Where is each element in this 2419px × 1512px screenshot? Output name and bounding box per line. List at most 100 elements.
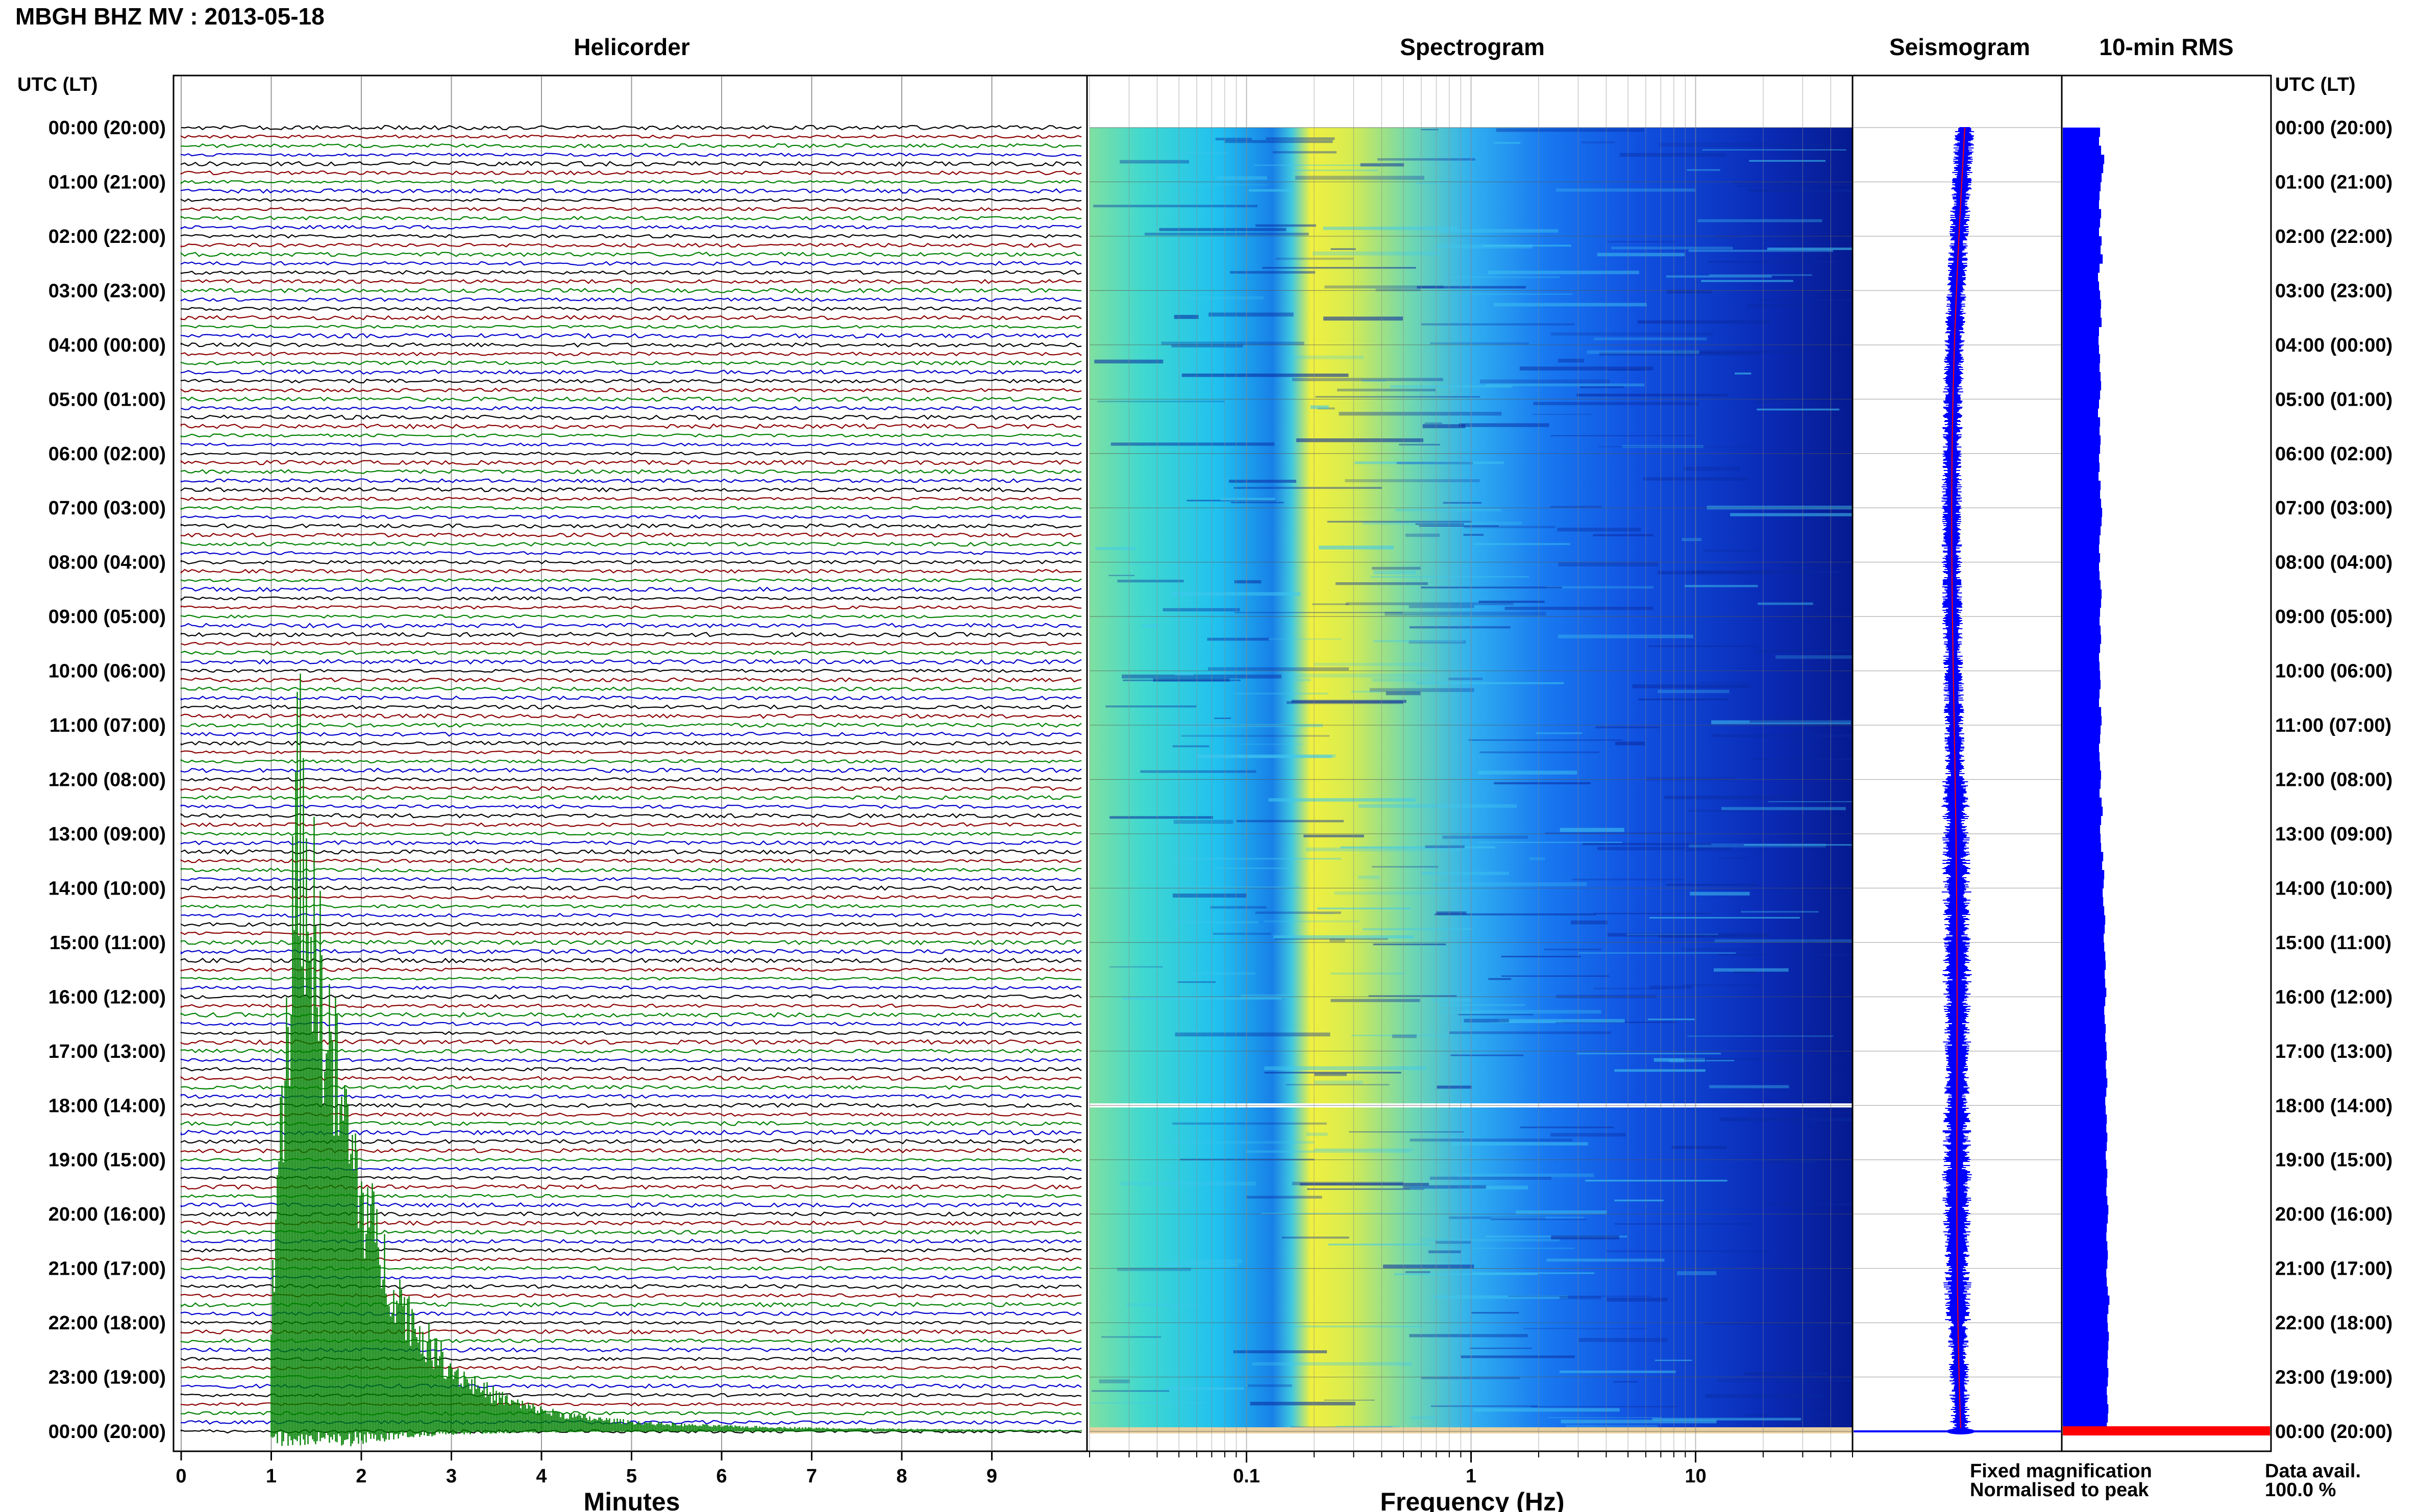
- spectrogram-texture-stripe: [1419, 525, 1499, 527]
- spectrogram-texture-stripe: [1469, 1248, 1575, 1249]
- spectrogram-texture-stripe: [1390, 385, 1513, 388]
- spectrogram-texture-stripe: [1239, 743, 1303, 745]
- spectrogram-texture-stripe: [1312, 603, 1349, 605]
- hour-label-right: 01:00 (21:00): [2275, 171, 2392, 193]
- helicorder-trace: [180, 242, 1082, 248]
- helicorder-trace: [180, 1022, 1082, 1027]
- spectrogram-texture-stripe: [1491, 1219, 1587, 1220]
- rms-bar: [2063, 571, 2100, 581]
- spectrogram-texture-stripe: [1208, 312, 1294, 317]
- spectrogram-texture-stripe: [1749, 160, 1825, 162]
- spectrogram-texture-stripe: [1233, 487, 1383, 489]
- helicorder-trace: [180, 922, 1082, 927]
- spectrogram-texture-stripe: [1515, 1210, 1607, 1214]
- rms-bar: [2063, 308, 2101, 318]
- helicorder-trace: [180, 506, 1082, 510]
- rms-bar: [2063, 1196, 2108, 1206]
- spectrogram-texture-stripe: [1689, 843, 1826, 848]
- spectrogram-texture-stripe: [1273, 935, 1414, 939]
- hour-label-left: 01:00 (21:00): [48, 171, 166, 193]
- spectrogram-texture-stripe: [1577, 952, 1736, 954]
- helicorder-trace: [180, 478, 1082, 483]
- spectrogram-texture-stripe: [1764, 716, 1800, 718]
- rms-event-bar: [2063, 1426, 2270, 1435]
- spectrogram-texture-stripe: [1268, 798, 1416, 802]
- helicorder-trace: [180, 713, 1082, 719]
- helicorder-trace: [180, 759, 1082, 764]
- spectrogram-texture-stripe: [1473, 1408, 1620, 1412]
- spectrogram-texture-stripe: [1570, 920, 1608, 925]
- spectrogram-texture-stripe: [1306, 1132, 1328, 1136]
- spectrogram-texture-stripe: [1230, 271, 1315, 274]
- rms-bar: [2063, 1223, 2107, 1233]
- spectrogram-texture-stripe: [1479, 379, 1610, 384]
- spectrogram-texture-stripe: [1687, 1035, 1834, 1037]
- spectrogram-texture-stripe: [1336, 1426, 1400, 1427]
- rms-bar: [2063, 245, 2101, 255]
- hour-label-left: 11:00 (07:00): [50, 715, 166, 736]
- spectrogram-texture-stripe: [1261, 1212, 1429, 1214]
- rms-bar: [2063, 480, 2101, 490]
- rms-bar: [2063, 643, 2101, 653]
- spectrogram-texture-stripe: [1140, 770, 1256, 773]
- spectrogram-texture-stripe: [1314, 1080, 1363, 1084]
- rms-bar: [2063, 1042, 2107, 1052]
- helicorder-trace: [180, 406, 1082, 411]
- spectrogram-texture-stripe: [1264, 1066, 1426, 1070]
- spectrogram-texture-stripe: [1677, 1271, 1717, 1275]
- spectrogram-texture-stripe: [1597, 847, 1733, 851]
- spectrogram-texture-stripe: [1551, 1235, 1619, 1240]
- rms-bar: [2063, 336, 2099, 345]
- helicorder-trace: [180, 1012, 1082, 1018]
- rms-bar: [2063, 372, 2101, 382]
- helicorder-trace: [180, 623, 1082, 629]
- hour-label-right: 00:00 (20:00): [2275, 117, 2392, 139]
- spectrogram-texture-stripe: [1196, 755, 1332, 758]
- spectrogram-texture-stripe: [1659, 142, 1825, 147]
- spectrogram-grid: [1089, 77, 1853, 1450]
- spectrogram-texture-stripe: [1421, 586, 1562, 589]
- spectrogram-texture-stripe: [1558, 359, 1584, 363]
- spectrogram-texture-stripe: [1468, 739, 1623, 741]
- helicorder-trace: [180, 288, 1081, 293]
- spectrogram-texture-stripe: [1288, 674, 1437, 678]
- helicorder-trace: [180, 523, 1082, 529]
- spectrogram-texture-stripe: [1463, 534, 1484, 536]
- hour-label-left: 00:00 (20:00): [48, 1421, 166, 1443]
- spectrogram-texture-stripe: [1583, 843, 1712, 846]
- helicorder-trace: [180, 596, 1082, 601]
- spectrogram-texture-stripe: [1275, 257, 1353, 260]
- rms-bar: [2063, 535, 2100, 544]
- spectrogram-texture-stripe: [1173, 820, 1233, 824]
- hour-label-left: 08:00 (04:00): [48, 552, 166, 574]
- rms-bar: [2063, 444, 2101, 454]
- spectrogram-texture-stripe: [1593, 987, 1668, 989]
- spectrogram-texture-stripe: [1598, 446, 1756, 448]
- spectrogram-texture-stripe: [1752, 758, 1891, 760]
- spectrogram-texture-stripe: [1718, 954, 1863, 956]
- rms-bar: [2063, 725, 2101, 735]
- hour-label-right: 05:00 (01:00): [2275, 389, 2392, 410]
- spectrogram-texture-stripe: [1754, 401, 1798, 403]
- spectrogram-texture-stripe: [1252, 1362, 1412, 1366]
- rms-bar: [2063, 1132, 2108, 1142]
- spectrogram-texture-stripe: [1291, 700, 1406, 703]
- spectrogram-texture-stripe: [1614, 1069, 1706, 1072]
- rms-bar: [2063, 779, 2101, 789]
- hour-label-left: 20:00 (16:00): [48, 1204, 166, 1225]
- hour-label-left: 02:00 (22:00): [48, 226, 166, 247]
- hour-label-right: 00:00 (20:00): [2275, 1421, 2392, 1443]
- helicorder-xlabel: Minutes: [584, 1488, 680, 1512]
- spectrogram-texture-stripe: [1615, 741, 1645, 746]
- spectrogram-texture-stripe: [1535, 732, 1583, 734]
- hour-label-left: 23:00 (19:00): [48, 1367, 166, 1389]
- helicorder-trace: [180, 641, 1082, 646]
- spectrogram-texture-stripe: [1241, 994, 1293, 998]
- rms-bar: [2063, 1105, 2106, 1115]
- hour-label-left: 17:00 (13:00): [48, 1041, 166, 1062]
- spectrogram-texture-stripe: [1703, 550, 1762, 552]
- rms-bar: [2063, 1014, 2105, 1025]
- spectrogram-texture-stripe: [1292, 679, 1311, 681]
- spectrogram-texture-stripe: [1658, 689, 1730, 693]
- helicorder-trace: [180, 532, 1082, 538]
